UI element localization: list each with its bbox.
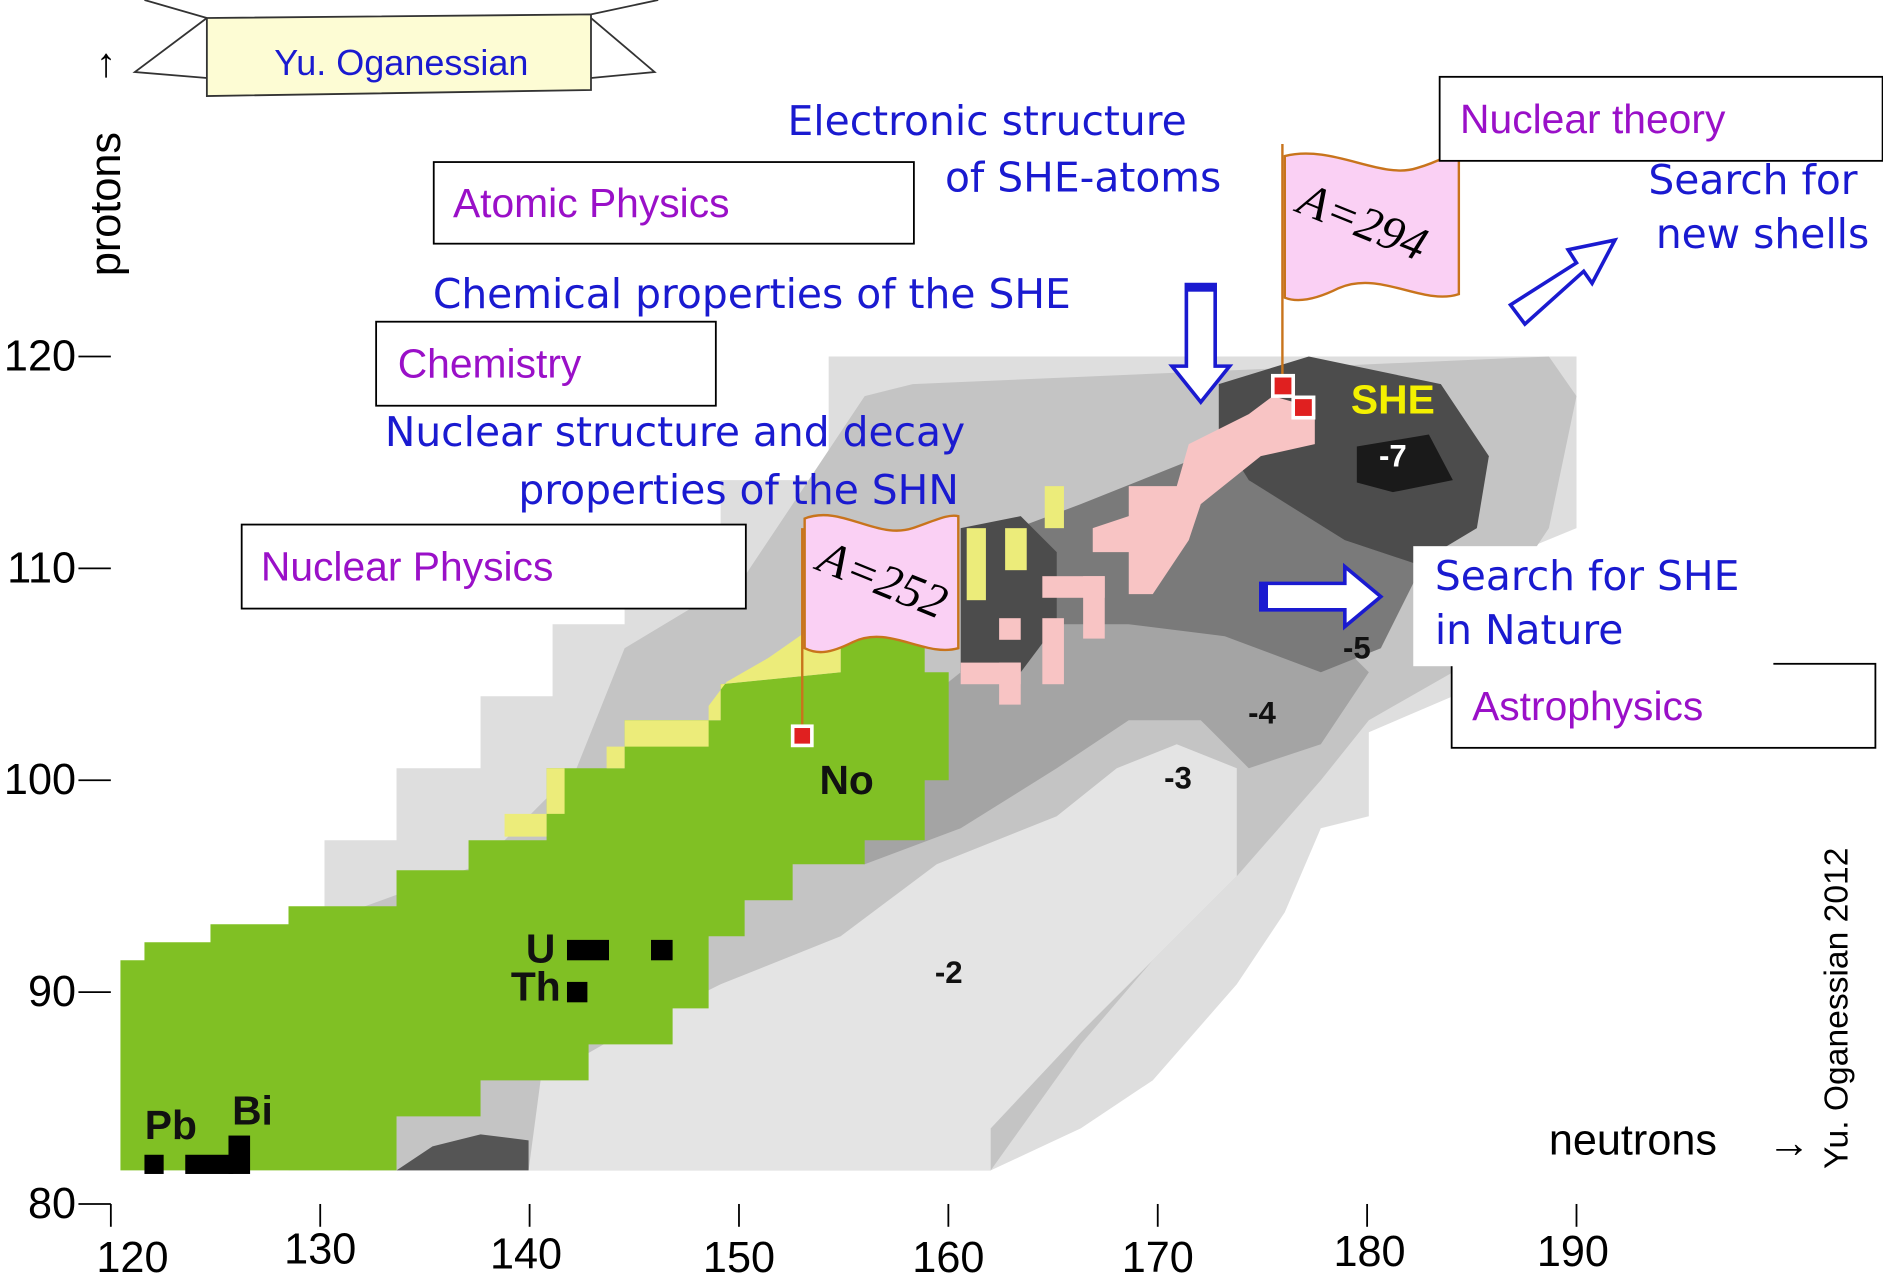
- stable-cell: [228, 1135, 251, 1174]
- x-tick-label: 190: [1537, 1228, 1609, 1276]
- x-tick-label: 120: [96, 1234, 168, 1282]
- box: [432, 161, 915, 245]
- contour-label: -4: [1248, 696, 1276, 731]
- x-axis-arrow: →: [1767, 1119, 1810, 1167]
- yellow-region: [504, 600, 913, 837]
- contour-region: [1356, 434, 1453, 493]
- element-label: U: [526, 925, 555, 971]
- stable-cell: [651, 939, 673, 961]
- x-tick-label: 180: [1333, 1228, 1405, 1276]
- x-tick-label: 170: [1122, 1234, 1194, 1282]
- x-tick-label: 140: [490, 1230, 562, 1278]
- annotation: Chemical properties of the SHE: [433, 270, 1071, 318]
- y-tick-label: 90: [28, 968, 76, 1016]
- box-label: Chemistry: [398, 341, 582, 387]
- arrow: [1168, 282, 1234, 406]
- annotation: properties of the SHN: [518, 466, 958, 514]
- y-axis-label: protons: [82, 132, 130, 276]
- known-nuclei: [120, 624, 949, 1171]
- element-label: SHE: [1351, 377, 1435, 423]
- box-label: Nuclear Physics: [261, 544, 553, 590]
- arrow-bar: [1186, 285, 1216, 292]
- annotation: Search for: [1648, 156, 1857, 204]
- target-nucleus: [1291, 395, 1316, 420]
- contour-label: -2: [935, 955, 963, 990]
- flag: [803, 513, 960, 654]
- box: [1413, 546, 1774, 667]
- annotation: Nuclear structure and decay: [385, 408, 965, 456]
- contour-label: -5: [1343, 631, 1371, 666]
- annotation: Electronic structure: [788, 97, 1187, 145]
- stable-cell: [144, 1154, 164, 1174]
- yellow-nuclei: [504, 486, 1064, 837]
- y-tick-label: 110: [7, 544, 76, 592]
- pink-cell: [999, 618, 1021, 640]
- box: [240, 523, 747, 610]
- annotation: of SHE-atoms: [945, 154, 1221, 202]
- box: [1438, 75, 1883, 162]
- x-axis-label: neutrons: [1549, 1116, 1717, 1164]
- element-label: Bi: [232, 1087, 273, 1133]
- box-label: Nuclear theory: [1460, 96, 1726, 142]
- arrow: [1507, 237, 1619, 327]
- x-tick-label: 130: [284, 1226, 356, 1274]
- annotation: new shells: [1656, 210, 1869, 258]
- yellow-cell: [1005, 528, 1027, 571]
- y-axis-arrow: ↑: [96, 39, 116, 85]
- flag: [1283, 149, 1461, 302]
- banner-ribbon: [132, 0, 659, 79]
- stable-cell: [185, 1154, 234, 1174]
- contour-label: -7: [1379, 439, 1407, 474]
- y-tick-label: 100: [4, 756, 76, 804]
- y-tick-label: 120: [4, 333, 76, 381]
- stable-nuclei: [144, 939, 673, 1174]
- annotation: in Nature: [1435, 606, 1624, 654]
- box: [1450, 662, 1877, 749]
- yellow-cell: [966, 528, 986, 601]
- x-tick-label: 160: [912, 1234, 984, 1282]
- arrow-bar: [1260, 584, 1269, 610]
- box-label: Atomic Physics: [453, 180, 730, 226]
- pink-cell: [1042, 618, 1064, 685]
- y-tick-label: 80: [28, 1180, 76, 1228]
- annotation: Search for SHE: [1435, 552, 1740, 600]
- contour-region: [528, 744, 1237, 1171]
- banner-text: Yu. Oganessian: [274, 42, 528, 83]
- yellow-cell: [1044, 486, 1064, 529]
- pink-cell: [999, 662, 1021, 705]
- x-tick-label: 150: [703, 1234, 775, 1282]
- element-label: Pb: [145, 1102, 197, 1148]
- contour-region: [396, 1134, 529, 1171]
- banner: [205, 13, 592, 97]
- arrow: [1258, 562, 1384, 631]
- stable-cell: [566, 981, 588, 1003]
- target-nucleus: [790, 724, 814, 748]
- box: [375, 320, 717, 407]
- element-label: No: [819, 757, 873, 803]
- stable-cell: [566, 939, 609, 961]
- pink-nuclei: [960, 396, 1315, 705]
- contour-label: -3: [1164, 760, 1192, 795]
- credit: Yu. Oganessian 2012: [1818, 848, 1855, 1169]
- box-label: Astrophysics: [1472, 683, 1703, 729]
- target-nucleus: [1271, 373, 1296, 398]
- pink-region: [1092, 396, 1315, 595]
- element-label: Th: [511, 964, 561, 1010]
- pink-cell: [1083, 576, 1105, 639]
